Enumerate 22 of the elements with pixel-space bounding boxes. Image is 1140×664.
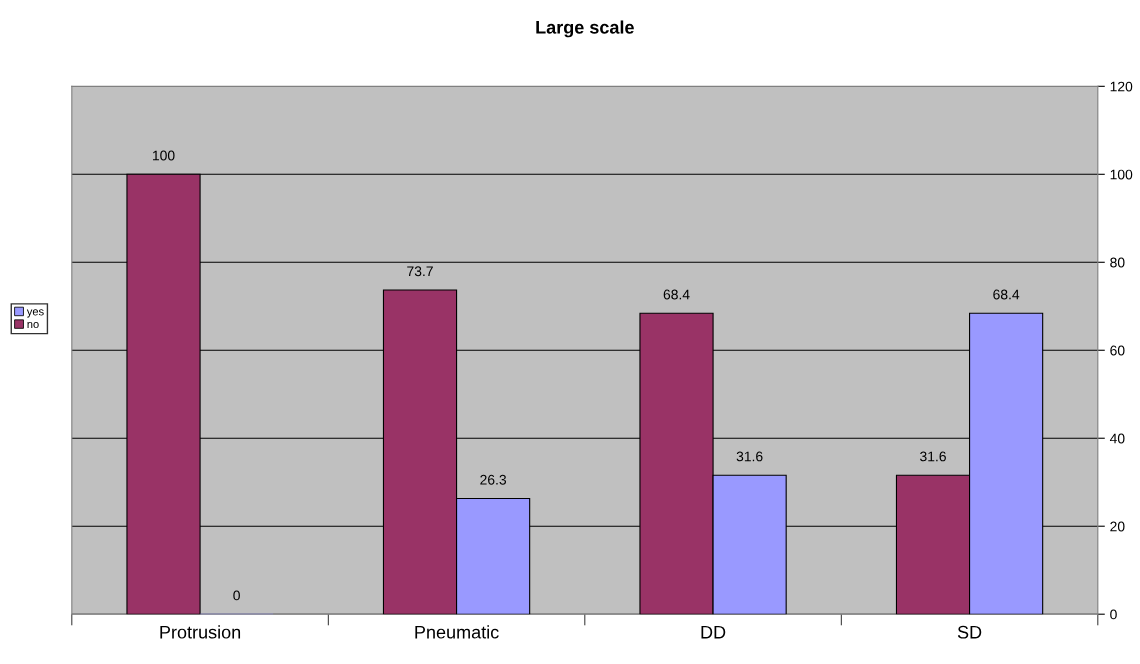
data-label: 0 [233,590,240,601]
y-tick-label: 0 [1110,609,1117,620]
data-label: 31.6 [920,451,946,462]
y-tick-label: 60 [1110,345,1125,356]
x-tick-label: Protrusion [160,625,241,639]
data-label: 31.6 [736,451,763,462]
data-label: 26.3 [480,474,507,485]
data-label: 73.7 [407,266,433,277]
data-label: 68.4 [993,289,1020,300]
chart-title: Large scale [536,20,634,38]
y-tick-label: 100 [1110,169,1133,180]
x-tick-label: SD [957,625,982,639]
legend-label: yes [26,309,44,318]
x-tick-label: DD [701,625,726,639]
y-tick-label: 40 [1109,433,1125,444]
x-tick-label: Pneumatic [415,625,499,639]
y-tick-label: 20 [1110,521,1125,532]
data-label: 68.4 [663,289,690,300]
data-label: 100 [152,150,175,161]
y-tick-label: 120 [1110,81,1133,92]
y-tick-label: 80 [1110,257,1125,268]
legend-label: no [27,321,39,329]
